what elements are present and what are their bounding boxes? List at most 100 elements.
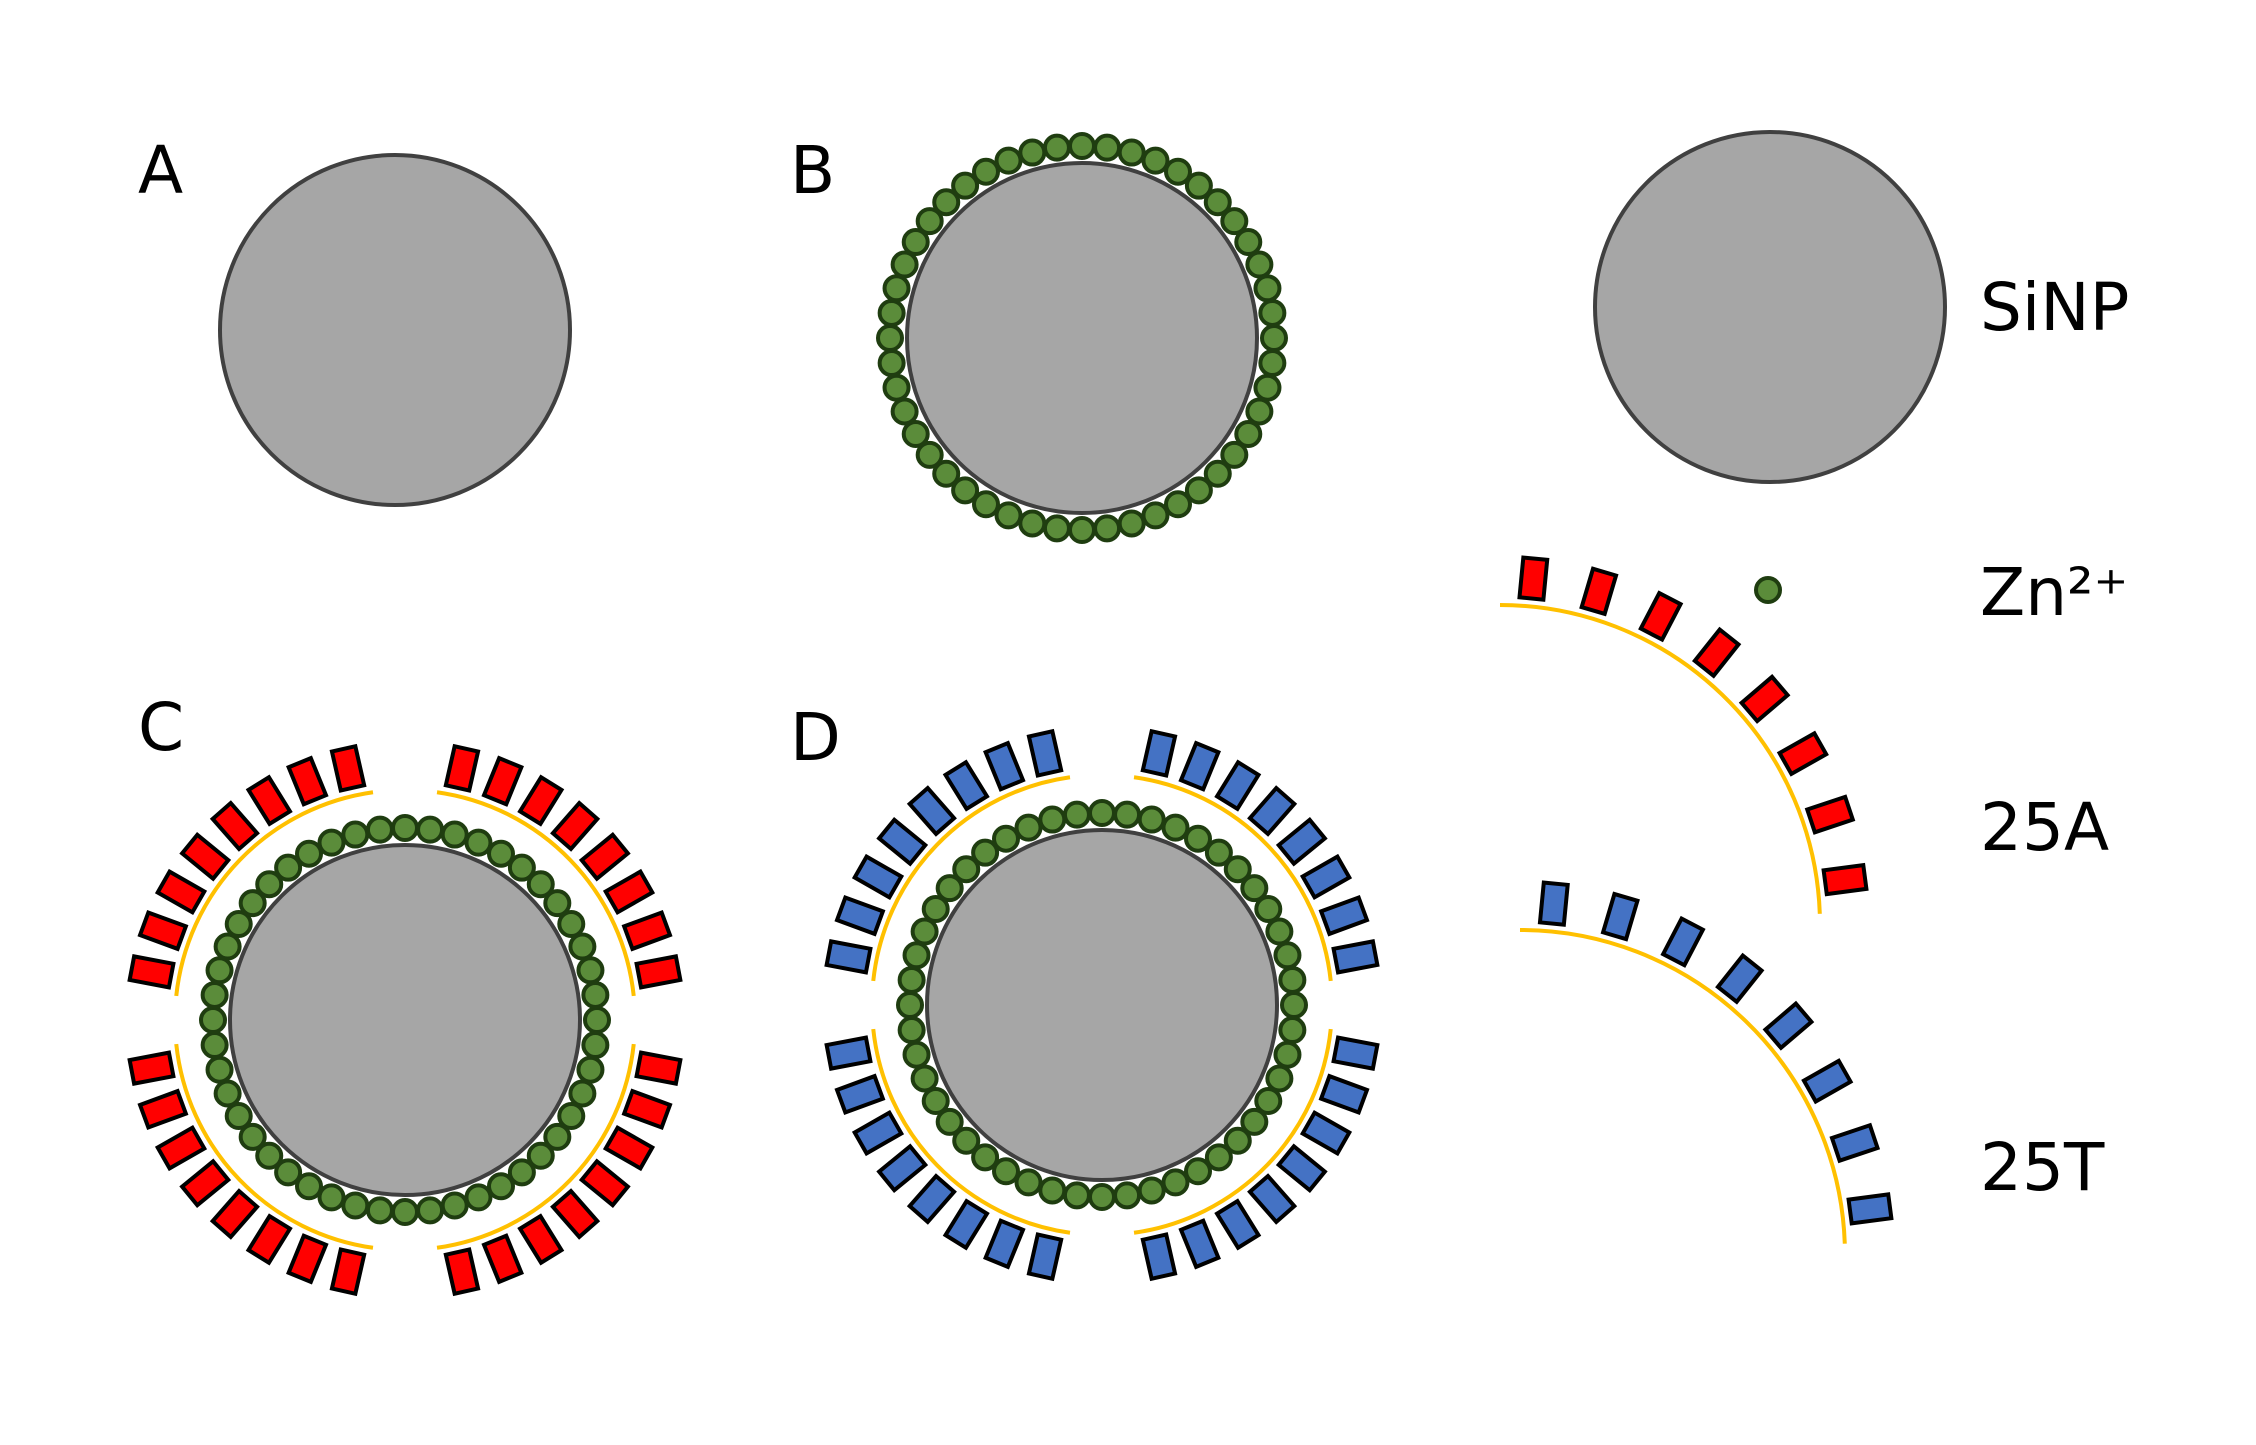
zn-ion xyxy=(487,1172,515,1201)
zn-ion xyxy=(882,274,911,303)
zn-ion xyxy=(1093,133,1122,162)
zn-ion xyxy=(1253,373,1282,402)
base-25t xyxy=(906,785,957,837)
zn-ion xyxy=(890,397,919,426)
zn-ion xyxy=(1234,420,1263,448)
zn-ion xyxy=(890,250,919,279)
zn-ion xyxy=(543,889,572,918)
base-25t xyxy=(1318,894,1370,937)
base-25a xyxy=(286,755,329,807)
legend-zn-icon xyxy=(1754,576,1782,604)
zn-ion xyxy=(1223,855,1252,884)
zn-ion xyxy=(205,956,234,985)
base-25t xyxy=(1214,759,1262,812)
zn-ion xyxy=(972,490,1000,519)
zn-ion xyxy=(341,1191,370,1220)
zn-ion xyxy=(213,932,242,961)
zn-ion xyxy=(1258,349,1287,378)
zn-ion xyxy=(295,839,323,868)
zn-ion xyxy=(1093,514,1122,543)
zn-ion xyxy=(568,1079,597,1108)
zn-ion xyxy=(1220,207,1249,236)
panel-c: C xyxy=(127,689,683,1297)
zn-ion xyxy=(1062,1181,1091,1210)
zn-ion xyxy=(1184,476,1213,505)
zn-ion xyxy=(1141,501,1170,530)
sinp-core-a xyxy=(218,153,572,507)
zn-ion xyxy=(507,853,536,882)
zn-ion xyxy=(1042,514,1071,543)
base-25a xyxy=(209,800,260,852)
zn-ion xyxy=(1137,805,1166,834)
zn-ion xyxy=(1273,941,1302,970)
zn-ion xyxy=(1068,132,1096,160)
zn-ion xyxy=(576,1055,605,1084)
base-25t xyxy=(942,759,990,812)
zn-ion xyxy=(897,1016,926,1045)
zn-ion xyxy=(1273,1040,1302,1069)
legend-base-25t xyxy=(1600,891,1640,942)
base-25t xyxy=(906,1173,957,1225)
strand-backbone xyxy=(1133,775,1333,982)
base-25t xyxy=(1275,816,1328,867)
base-25a xyxy=(550,1188,601,1240)
zn-ion xyxy=(440,1191,469,1220)
zn-ion xyxy=(952,1126,981,1155)
zn-ion xyxy=(365,1196,394,1225)
zn-ion xyxy=(341,820,370,849)
zn-ion xyxy=(1161,1168,1190,1197)
base-25t xyxy=(834,1073,886,1116)
strand-backbone xyxy=(1519,928,1847,1244)
zn-ion xyxy=(199,1006,227,1034)
zn-ion xyxy=(317,828,346,857)
zn-ion xyxy=(902,941,931,970)
zn-ion-ring-b xyxy=(876,132,1288,544)
zn-ion xyxy=(971,838,1000,867)
zn-ion xyxy=(543,1122,572,1151)
base-25t xyxy=(1026,728,1064,778)
zn-ion xyxy=(876,324,904,352)
strand-backbone xyxy=(174,1043,374,1250)
zn-ion xyxy=(464,828,493,857)
zn-ion xyxy=(526,870,555,899)
zn-ion xyxy=(507,1158,536,1187)
zn-ion xyxy=(897,965,926,994)
zn-ion xyxy=(416,815,445,844)
zn-ion xyxy=(440,820,469,849)
legend-sinp-label: SiNP xyxy=(1980,269,2129,346)
strand-backbone xyxy=(174,790,374,997)
zn-ion xyxy=(1220,440,1249,469)
base-25t xyxy=(824,939,873,975)
legend-base-25a xyxy=(1821,862,1869,897)
zn-ion xyxy=(972,157,1000,186)
base-25t xyxy=(1247,785,1298,837)
zn-ion xyxy=(295,1172,323,1201)
zn-ion xyxy=(910,917,939,946)
base-25a xyxy=(286,1233,329,1285)
zn-ion xyxy=(935,1107,964,1136)
zn-ion xyxy=(994,146,1023,175)
base-25a xyxy=(209,1188,260,1240)
zn-ion xyxy=(1088,1183,1116,1211)
legend-base-25a xyxy=(1517,555,1550,602)
zn-ion xyxy=(1117,509,1146,538)
zn-ion xyxy=(1184,171,1213,200)
legend-base-25t xyxy=(1537,880,1570,927)
zn-ion xyxy=(951,476,980,505)
base-25t xyxy=(983,740,1026,792)
zn-ion xyxy=(1068,516,1096,544)
zn-ion xyxy=(1240,874,1269,903)
zn-ion xyxy=(581,980,610,1009)
legend-base-25a xyxy=(1804,794,1856,835)
legend-25a-label: 25A xyxy=(1980,789,2109,866)
zn-ion xyxy=(1184,1157,1212,1186)
zn-ion xyxy=(1062,800,1091,829)
zn-ion xyxy=(1141,146,1170,175)
zn-ion-ring-c xyxy=(199,814,611,1226)
base-25t xyxy=(1318,1073,1370,1116)
base-25a xyxy=(578,831,631,882)
zn-ion xyxy=(935,874,964,903)
base-25t xyxy=(876,1143,929,1194)
zn-ion xyxy=(1018,509,1047,538)
panel-d: D xyxy=(790,699,1380,1282)
